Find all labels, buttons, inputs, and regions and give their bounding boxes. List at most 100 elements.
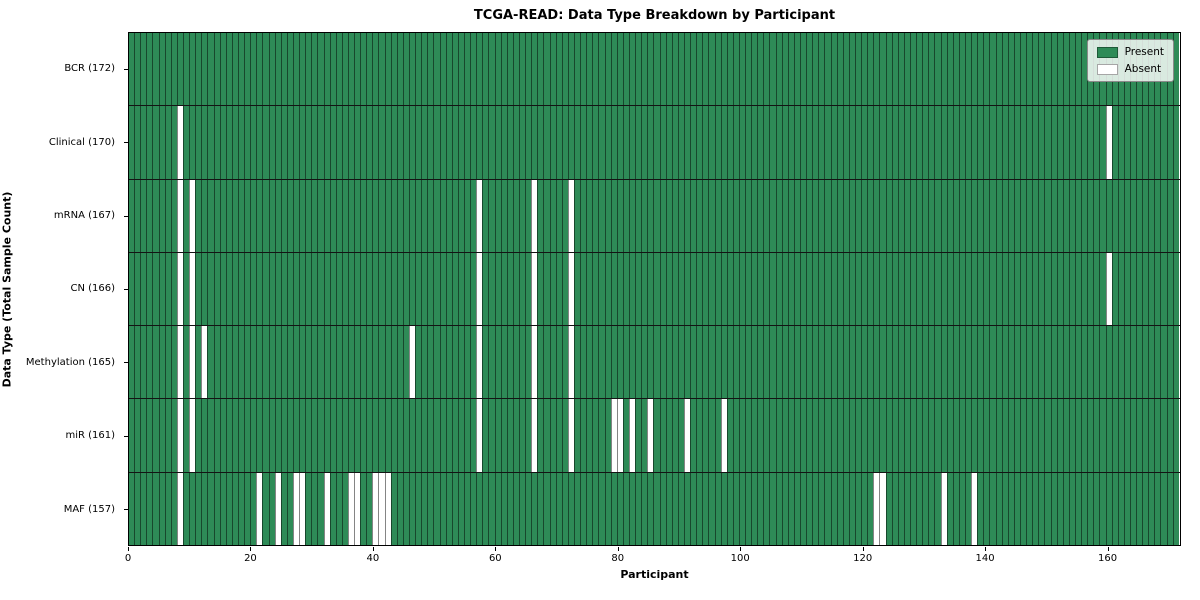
heatmap-cell bbox=[628, 399, 636, 472]
x-tick-label: 20 bbox=[244, 553, 257, 564]
heatmap-cell bbox=[292, 33, 300, 106]
heatmap-cell bbox=[519, 106, 526, 179]
heatmap-cell bbox=[457, 252, 465, 326]
heatmap-cell bbox=[1007, 33, 1014, 106]
heatmap-cell bbox=[360, 399, 367, 472]
heatmap-cell bbox=[677, 399, 684, 472]
heatmap-cell bbox=[897, 179, 904, 252]
heatmap-cell bbox=[690, 399, 697, 472]
heatmap-cell bbox=[659, 179, 666, 252]
heatmap-cell bbox=[1032, 106, 1039, 179]
x-tick-mark bbox=[617, 547, 619, 551]
heatmap-cell bbox=[964, 399, 972, 472]
heatmap-cell bbox=[848, 33, 856, 106]
heatmap-cell bbox=[1062, 179, 1069, 252]
heatmap-row-MAF bbox=[129, 472, 1180, 545]
heatmap-cell bbox=[299, 399, 306, 472]
heatmap-cell bbox=[977, 33, 984, 106]
heatmap-cell bbox=[1081, 252, 1088, 326]
heatmap-cell bbox=[818, 472, 825, 545]
heatmap-cell bbox=[506, 252, 513, 326]
heatmap-cell bbox=[262, 399, 269, 472]
heatmap-cell bbox=[1117, 326, 1124, 399]
heatmap-cell bbox=[152, 399, 159, 472]
heatmap-cell bbox=[1117, 399, 1124, 472]
heatmap-cell bbox=[482, 33, 489, 106]
heatmap-cell bbox=[787, 33, 794, 106]
heatmap-cell bbox=[525, 399, 532, 472]
heatmap-cell bbox=[934, 472, 941, 545]
heatmap-cell bbox=[989, 252, 996, 326]
heatmap-cell bbox=[1166, 399, 1173, 472]
heatmap-cell bbox=[745, 252, 752, 326]
heatmap-cell bbox=[573, 472, 581, 545]
heatmap-cell bbox=[1123, 326, 1130, 399]
heatmap-cell bbox=[806, 179, 813, 252]
heatmap-cell bbox=[1117, 179, 1124, 252]
heatmap-cell bbox=[683, 399, 691, 472]
heatmap-cell bbox=[164, 252, 171, 326]
heatmap-cell bbox=[775, 179, 782, 252]
heatmap-cell bbox=[280, 472, 287, 545]
heatmap-cell bbox=[402, 179, 410, 252]
heatmap-cell bbox=[696, 252, 703, 326]
heatmap-cell bbox=[421, 472, 428, 545]
heatmap-cell bbox=[1136, 326, 1143, 399]
heatmap-cell bbox=[677, 179, 684, 252]
heatmap-cell bbox=[1081, 472, 1088, 545]
heatmap-cell bbox=[610, 179, 617, 252]
heatmap-cell bbox=[372, 399, 379, 472]
heatmap-cell bbox=[836, 179, 843, 252]
heatmap-cell bbox=[903, 33, 910, 106]
heatmap-cell bbox=[964, 33, 972, 106]
heatmap-cell bbox=[231, 252, 238, 326]
heatmap-cell bbox=[299, 106, 306, 179]
heatmap-cell bbox=[378, 399, 385, 472]
heatmap-cell bbox=[311, 252, 318, 326]
heatmap-cell bbox=[457, 33, 465, 106]
heatmap-cell bbox=[690, 179, 697, 252]
heatmap-cell bbox=[1013, 326, 1020, 399]
heatmap-cell bbox=[934, 252, 941, 326]
heatmap-cell bbox=[280, 252, 287, 326]
heatmap-cell bbox=[561, 399, 568, 472]
heatmap-cell bbox=[659, 106, 666, 179]
heatmap-cell bbox=[848, 179, 856, 252]
heatmap-cell bbox=[305, 399, 312, 472]
heatmap-cell bbox=[170, 179, 177, 252]
heatmap-cell bbox=[1056, 399, 1063, 472]
heatmap-cell bbox=[421, 399, 428, 472]
heatmap-cell bbox=[213, 179, 220, 252]
heatmap-cell bbox=[971, 326, 978, 399]
heatmap-cell bbox=[848, 252, 856, 326]
heatmap-cell bbox=[738, 399, 746, 472]
heatmap-cell bbox=[726, 472, 733, 545]
heatmap-cell bbox=[861, 179, 868, 252]
heatmap-cell bbox=[1013, 252, 1020, 326]
heatmap-cell bbox=[665, 326, 672, 399]
heatmap-cell bbox=[433, 399, 440, 472]
heatmap-cell bbox=[714, 326, 721, 399]
heatmap-cell bbox=[879, 33, 886, 106]
heatmap-cell bbox=[286, 33, 293, 106]
heatmap-cell bbox=[671, 326, 678, 399]
heatmap-cell bbox=[1044, 33, 1051, 106]
heatmap-cell bbox=[1172, 399, 1179, 472]
heatmap-cell bbox=[543, 179, 550, 252]
heatmap-cell bbox=[1068, 179, 1075, 252]
heatmap-cell bbox=[1062, 252, 1069, 326]
heatmap-cell bbox=[604, 106, 611, 179]
heatmap-cell bbox=[781, 472, 788, 545]
heatmap-cell bbox=[512, 252, 519, 326]
heatmap-cell bbox=[372, 326, 379, 399]
heatmap-cell bbox=[470, 106, 477, 179]
heatmap-cell bbox=[1087, 472, 1094, 545]
heatmap-cell bbox=[433, 33, 440, 106]
heatmap-cell bbox=[506, 33, 513, 106]
heatmap-cell bbox=[787, 399, 794, 472]
heatmap-cell bbox=[769, 472, 776, 545]
heatmap-cell bbox=[1068, 472, 1075, 545]
heatmap-cell bbox=[488, 326, 495, 399]
heatmap-cell bbox=[1154, 179, 1161, 252]
heatmap-cell bbox=[464, 179, 471, 252]
